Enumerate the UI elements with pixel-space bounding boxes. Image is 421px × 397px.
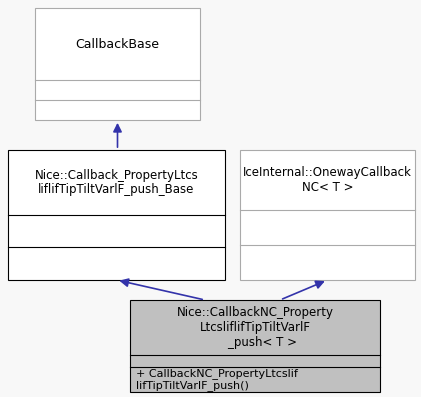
Bar xyxy=(130,300,380,392)
Bar xyxy=(8,150,225,280)
Text: Nice::CallbackNC_Property
LtcsliflifTipTiltVarlF
    _push< T >: Nice::CallbackNC_Property LtcsliflifTipT… xyxy=(176,306,333,349)
Text: Nice::Callback_PropertyLtcs
liflifTipTiltVarlF_push_Base: Nice::Callback_PropertyLtcs liflifTipTil… xyxy=(35,168,198,197)
Bar xyxy=(35,8,200,120)
Bar xyxy=(240,150,415,280)
Text: + CallbackNC_PropertyLtcslif
lifTipTiltVarlF_push(): + CallbackNC_PropertyLtcslif lifTipTiltV… xyxy=(136,368,298,391)
Text: CallbackBase: CallbackBase xyxy=(75,37,160,50)
Text: IceInternal::OnewayCallback
NC< T >: IceInternal::OnewayCallback NC< T > xyxy=(243,166,412,194)
